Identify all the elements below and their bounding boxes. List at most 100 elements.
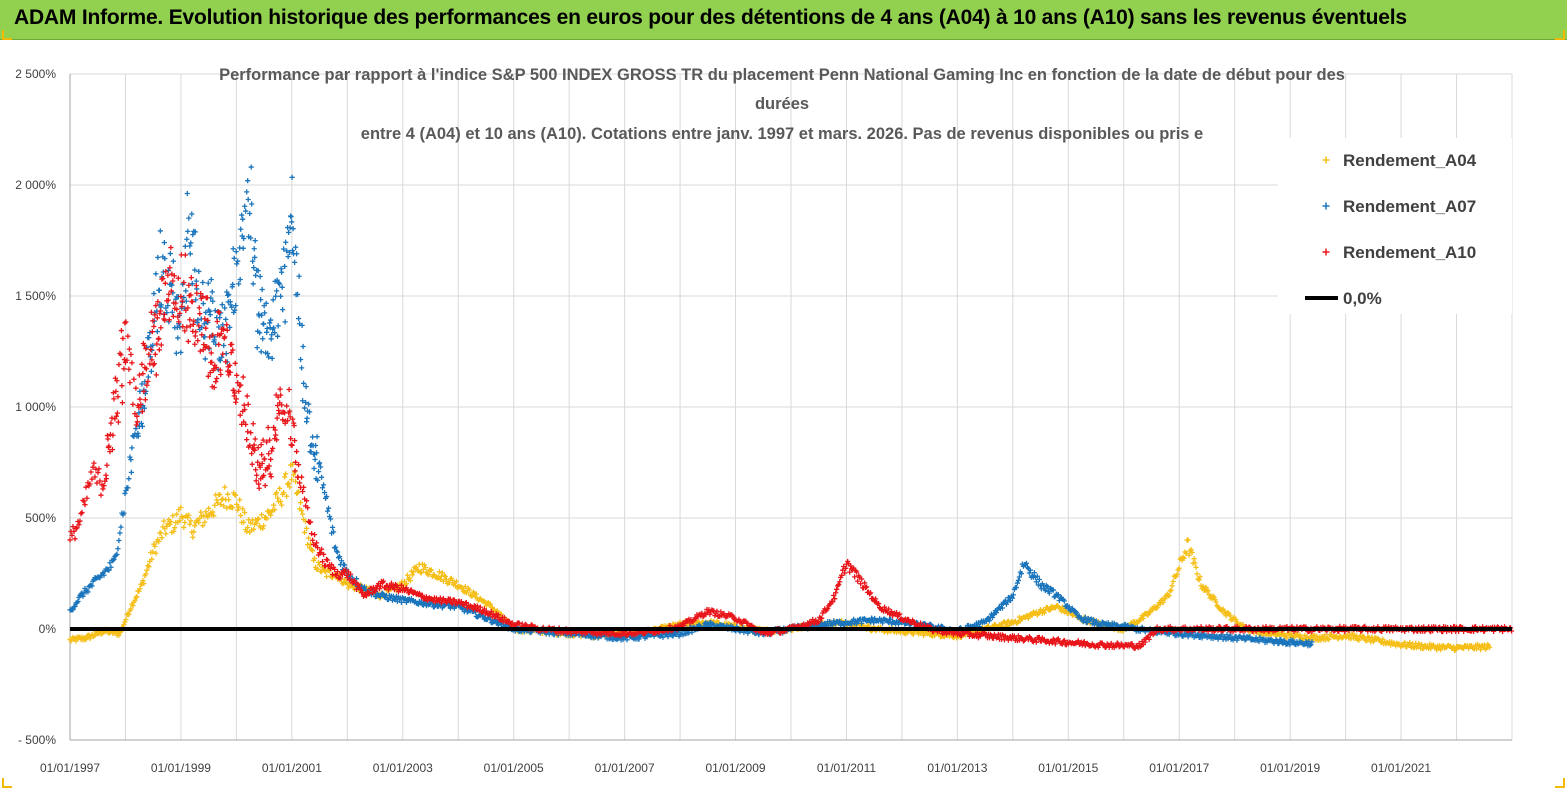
data-point-marker: [257, 486, 262, 491]
data-point-marker: [275, 334, 280, 339]
data-point-marker: [292, 260, 297, 265]
data-point-marker: [129, 445, 134, 450]
data-point-marker: [133, 386, 138, 391]
data-point-marker: [268, 471, 273, 476]
data-point-marker: [303, 384, 308, 389]
data-point-marker: [336, 555, 341, 560]
data-point-marker: [1016, 578, 1021, 583]
data-point-marker: [122, 619, 127, 624]
x-tick-label: 01/01/1997: [40, 761, 100, 775]
data-point-marker: [158, 325, 163, 330]
data-point-marker: [91, 460, 96, 465]
data-point-marker: [313, 443, 318, 448]
data-point-marker: [241, 246, 246, 251]
data-point-marker: [215, 319, 220, 324]
data-point-marker: [278, 387, 283, 392]
data-point-marker: [221, 343, 226, 348]
data-point-marker: [172, 525, 177, 530]
data-point-marker: [161, 519, 166, 524]
legend-label: 0,0%: [1343, 289, 1382, 308]
data-point-marker: [234, 373, 239, 378]
data-point-marker: [72, 536, 77, 541]
data-point-marker: [259, 512, 264, 517]
data-point-marker: [269, 448, 274, 453]
data-point-marker: [127, 455, 132, 460]
data-point-marker: [131, 377, 136, 382]
data-point-marker: [116, 538, 121, 543]
data-point-marker: [286, 481, 291, 486]
data-point-marker: [150, 329, 155, 334]
data-point-marker: [249, 164, 254, 169]
x-tick-label: 01/01/2011: [817, 761, 876, 775]
x-tick-label: 01/01/2003: [373, 761, 433, 775]
data-point-marker: [122, 357, 127, 362]
data-point-marker: [245, 178, 250, 183]
x-tick-label: 01/01/2009: [706, 761, 766, 775]
data-point-marker: [297, 274, 302, 279]
data-point-marker: [190, 232, 195, 237]
data-point-marker: [157, 347, 162, 352]
data-point-marker: [214, 376, 219, 381]
data-point-marker: [115, 410, 120, 415]
data-point-marker: [1193, 565, 1198, 570]
data-point-marker: [139, 362, 144, 367]
data-point-marker: [301, 485, 306, 490]
data-point-marker: [122, 491, 127, 496]
data-point-marker: [120, 336, 125, 341]
data-point-marker: [268, 317, 273, 322]
data-point-marker: [225, 293, 230, 298]
data-point-marker: [122, 320, 127, 325]
data-point-marker: [279, 270, 284, 275]
data-point-marker: [158, 530, 163, 535]
data-point-marker: [129, 360, 134, 365]
data-point-marker: [253, 273, 258, 278]
data-point-marker: [119, 328, 124, 333]
data-point-marker: [301, 381, 306, 386]
data-point-marker: [154, 372, 159, 377]
corner-mark-top-right: [1555, 30, 1565, 40]
data-point-marker: [157, 288, 162, 293]
data-point-marker: [1194, 571, 1199, 576]
data-point-marker: [192, 523, 197, 528]
data-point-marker: [239, 212, 244, 217]
chart-title-line: entre 4 (A04) et 10 ans (A10). Cotations…: [361, 125, 1203, 143]
data-point-marker: [168, 251, 173, 256]
data-point-marker: [326, 506, 331, 511]
data-point-marker: [241, 374, 246, 379]
data-point-marker: [287, 387, 292, 392]
data-point-marker: [437, 569, 442, 574]
data-point-marker: [280, 285, 285, 290]
data-point-marker: [255, 345, 260, 350]
data-point-marker: [143, 397, 148, 402]
data-point-marker: [186, 216, 191, 221]
data-point-marker: [265, 326, 270, 331]
data-point-marker: [81, 499, 86, 504]
data-point-marker: [159, 342, 164, 347]
data-point-marker: [155, 329, 160, 334]
data-point-marker: [189, 275, 194, 280]
data-point-marker: [317, 460, 322, 465]
data-point-marker: [244, 189, 249, 194]
data-point-marker: [100, 486, 105, 491]
legend-label: Rendement_A04: [1343, 151, 1477, 170]
data-point-marker: [105, 436, 110, 441]
legend-label: Rendement_A07: [1343, 197, 1476, 216]
data-point-marker: [88, 469, 93, 474]
title-banner: ADAM Informe. Evolution historique des p…: [0, 0, 1567, 40]
data-point-marker: [125, 334, 130, 339]
data-point-marker: [79, 510, 84, 515]
data-point-marker: [258, 274, 263, 279]
data-point-marker: [280, 307, 285, 312]
data-point-marker: [149, 310, 154, 315]
data-point-marker: [276, 323, 281, 328]
data-point-marker: [146, 335, 151, 340]
data-point-marker: [259, 442, 264, 447]
y-tick-label: 500%: [25, 511, 56, 525]
data-point-marker: [290, 175, 295, 180]
data-point-marker: [282, 474, 287, 479]
data-point-marker: [311, 466, 316, 471]
data-point-marker: [163, 531, 168, 536]
data-point-marker: [1191, 556, 1196, 561]
data-point-marker: [188, 518, 193, 523]
x-tick-label: 01/01/2013: [927, 761, 987, 775]
